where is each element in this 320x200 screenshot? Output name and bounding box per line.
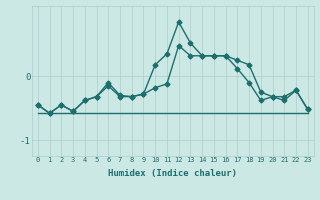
X-axis label: Humidex (Indice chaleur): Humidex (Indice chaleur): [108, 169, 237, 178]
